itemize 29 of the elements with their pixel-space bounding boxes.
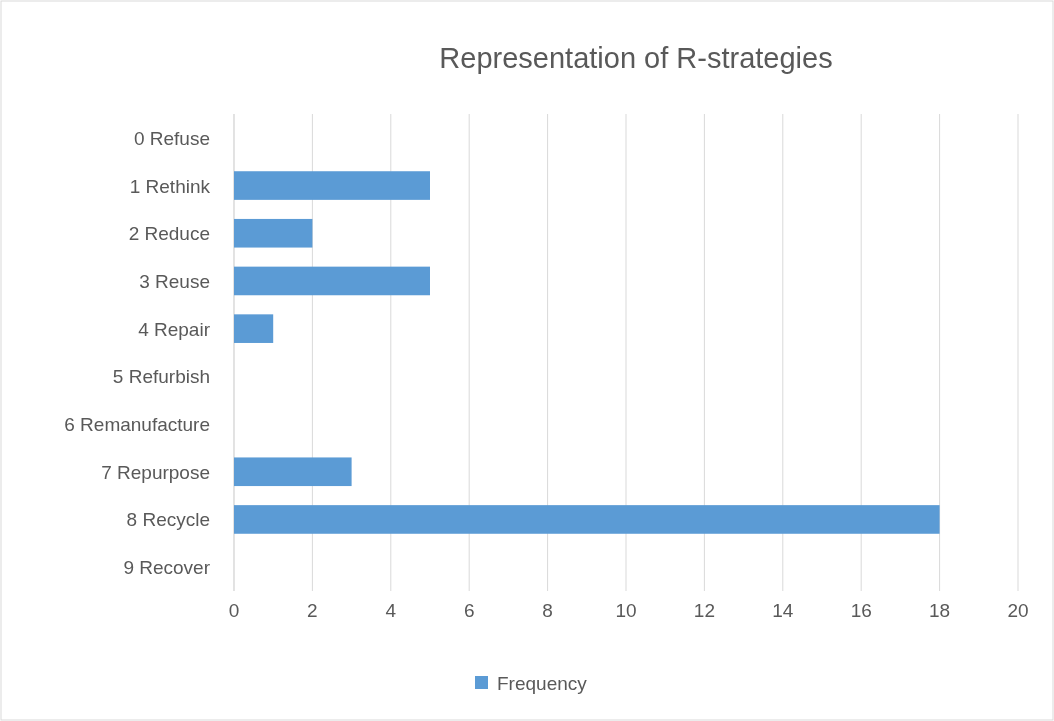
x-tick-label: 20: [1007, 600, 1029, 621]
x-tick-label: 18: [929, 600, 951, 621]
bar: [234, 266, 430, 296]
x-tick-label: 10: [615, 600, 637, 621]
bar: [234, 171, 430, 200]
bar: [234, 314, 274, 343]
y-tick-label: 1 Rethink: [129, 175, 211, 197]
x-tick-label: 8: [542, 600, 553, 621]
bar: [234, 457, 352, 487]
x-tick-label: 14: [772, 600, 794, 621]
y-tick-label: 9 Recover: [123, 557, 211, 579]
y-tick-label: 0 Refuse: [133, 127, 210, 149]
y-tick-label: 6 Remanufacture: [64, 414, 210, 436]
x-tick-label: 6: [463, 600, 475, 621]
y-tick-label: 7 Repurpose: [101, 461, 210, 483]
legend-label: Frequency: [497, 673, 588, 694]
y-tick-label: 2 Reduce: [128, 223, 210, 245]
y-tick-label: 4 Repair: [138, 318, 211, 340]
y-tick-label: 5 Refurbish: [112, 366, 210, 388]
x-tick-label: 16: [850, 600, 872, 621]
bar: [234, 505, 940, 534]
x-tick-label: 4: [385, 600, 397, 621]
x-tick-label: 12: [693, 600, 715, 621]
y-tick-label: 8 Recycle: [126, 509, 210, 531]
chart-title: Representation of R-strategies: [439, 42, 833, 74]
x-tick-label: 0: [228, 600, 240, 621]
bar: [234, 218, 313, 248]
x-tick-label: 2: [307, 600, 318, 621]
y-tick-label: 3 Reuse: [139, 270, 210, 292]
